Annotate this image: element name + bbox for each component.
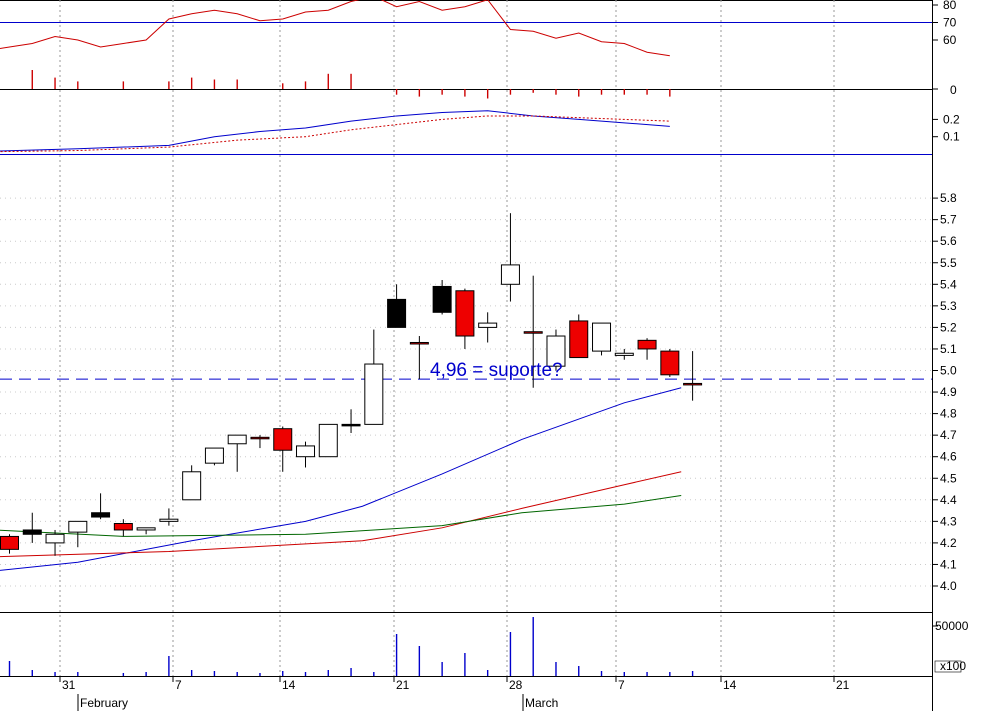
price-tick-label: 4.4 xyxy=(940,493,957,507)
histogram-tick-label: 0 xyxy=(950,83,957,97)
chart-frame xyxy=(0,0,933,711)
price-tick-label: 5.0 xyxy=(940,364,957,378)
candle-body xyxy=(409,341,429,345)
volume-unit-label: x100 xyxy=(940,659,966,673)
candle-body xyxy=(204,447,224,464)
grid-lines xyxy=(0,0,932,676)
price-tick-label: 5.4 xyxy=(940,277,957,291)
candle-body xyxy=(614,352,634,356)
oscillator-tick-label: 70 xyxy=(943,16,957,30)
macd-tick-label: 0.2 xyxy=(943,112,960,126)
x-day-label: 7 xyxy=(618,678,625,692)
candle-body xyxy=(341,423,361,427)
price-tick-label: 4.0 xyxy=(940,579,957,593)
price-tick-label: 4.1 xyxy=(940,557,957,571)
candle-body xyxy=(569,320,589,359)
price-tick-label: 5.1 xyxy=(940,342,957,356)
price-tick-label: 5.5 xyxy=(940,256,957,270)
price-tick-label: 5.6 xyxy=(940,234,957,248)
price-tick-label: 4.5 xyxy=(940,471,957,485)
oscillator-line xyxy=(0,0,670,57)
candle-body xyxy=(182,471,202,501)
moving-average-line xyxy=(0,387,682,571)
price-tick-label: 5.7 xyxy=(940,213,957,227)
candle-body xyxy=(364,363,384,425)
x-day-label: 7 xyxy=(175,678,182,692)
candle-body xyxy=(22,529,42,535)
price-tick-label: 4.7 xyxy=(940,428,957,442)
support-annotation: 4,96 = suporte? xyxy=(430,360,563,381)
candle-body xyxy=(159,518,179,522)
macd-line xyxy=(0,110,670,152)
x-day-label: 14 xyxy=(723,678,737,692)
x-month-label: February xyxy=(80,696,128,710)
candle-body xyxy=(45,533,65,544)
x-day-label: 31 xyxy=(62,678,76,692)
x-month-label: March xyxy=(525,696,558,710)
macd-signal-line xyxy=(0,115,670,153)
price-tick-label: 4.6 xyxy=(940,450,957,464)
candle-body xyxy=(683,382,703,386)
candle-body xyxy=(387,298,407,328)
candle-body xyxy=(68,520,88,533)
x-day-label: 28 xyxy=(509,678,523,692)
candle-body xyxy=(296,445,316,458)
price-tick-label: 5.2 xyxy=(940,320,957,334)
price-panel xyxy=(0,213,932,571)
oscillator-panel xyxy=(0,0,932,99)
x-day-label: 14 xyxy=(282,678,296,692)
candle-body xyxy=(136,527,156,531)
axis-labels: 4.0 4.1 4.2 4.3 4.4 4.5 4.6 4.7 4.8 4.9 5.0 5.1 5.2 5… xyxy=(59,0,969,711)
volume-tick-label: 50000 xyxy=(935,619,969,633)
oscillator-tick-label: 80 xyxy=(943,0,957,12)
x-day-label: 21 xyxy=(836,678,850,692)
volume-unit-box xyxy=(934,660,962,673)
macd-tick-label: 0.1 xyxy=(943,130,960,144)
candle-body xyxy=(660,350,680,376)
candle-body xyxy=(500,264,520,285)
candle-body xyxy=(432,285,452,313)
candle-body xyxy=(91,512,111,518)
candle-body xyxy=(592,322,612,352)
price-tick-label: 4.8 xyxy=(940,407,957,421)
candle-body xyxy=(637,339,657,350)
price-tick-label: 5.3 xyxy=(940,299,957,313)
candle-body xyxy=(455,290,475,337)
candle-body xyxy=(546,335,566,367)
candle-body xyxy=(523,331,543,334)
price-tick-label: 4.2 xyxy=(940,536,957,550)
candle-body xyxy=(0,535,19,550)
candle-body xyxy=(273,428,293,451)
macd-panel xyxy=(0,110,670,153)
price-tick-label: 4.3 xyxy=(940,514,957,528)
moving-average-line xyxy=(0,471,682,558)
candle-body xyxy=(113,523,133,531)
candle-body xyxy=(227,434,247,445)
x-day-label: 21 xyxy=(396,678,410,692)
candle-body xyxy=(318,423,338,458)
candle-body xyxy=(478,322,498,328)
volume-panel xyxy=(8,617,694,676)
candle-body xyxy=(250,436,270,440)
price-tick-label: 5.8 xyxy=(940,191,957,205)
oscillator-tick-label: 60 xyxy=(943,33,957,47)
price-tick-label: 4.9 xyxy=(940,385,957,399)
